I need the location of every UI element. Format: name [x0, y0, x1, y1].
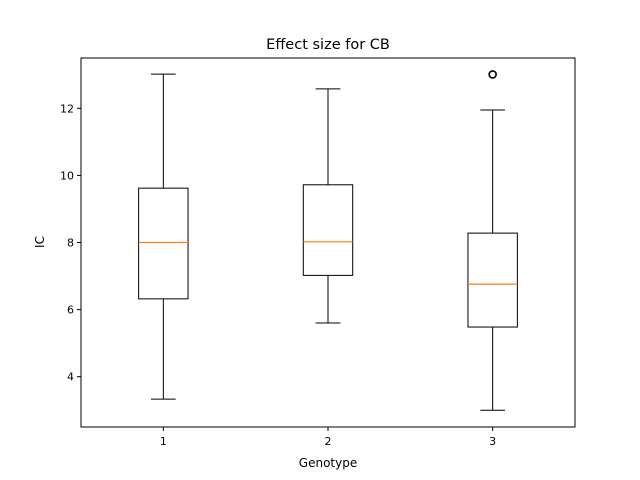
x-tick-label: 3 — [489, 435, 496, 448]
x-axis: 1 2 3 — [160, 427, 496, 448]
plot-area — [138, 70, 518, 411]
outlier-point — [488, 70, 497, 79]
y-axis: 4 6 8 10 12 — [60, 102, 81, 384]
x-axis-label: Genotype — [299, 456, 357, 470]
box-3 — [467, 70, 518, 411]
y-axis-label: IC — [33, 236, 47, 248]
x-tick-label: 1 — [160, 435, 167, 448]
chart-title: Effect size for CB — [266, 37, 390, 53]
y-tick-label: 8 — [67, 237, 74, 250]
y-tick-label: 4 — [67, 371, 74, 384]
y-tick-label: 6 — [67, 304, 74, 317]
box-2 — [302, 88, 354, 324]
y-tick-label: 10 — [60, 169, 74, 182]
box-1 — [138, 73, 189, 400]
iqr-box — [138, 187, 189, 300]
x-tick-label: 2 — [325, 435, 332, 448]
iqr-box — [467, 232, 518, 328]
iqr-box — [302, 184, 354, 276]
y-tick-label: 12 — [60, 102, 74, 115]
